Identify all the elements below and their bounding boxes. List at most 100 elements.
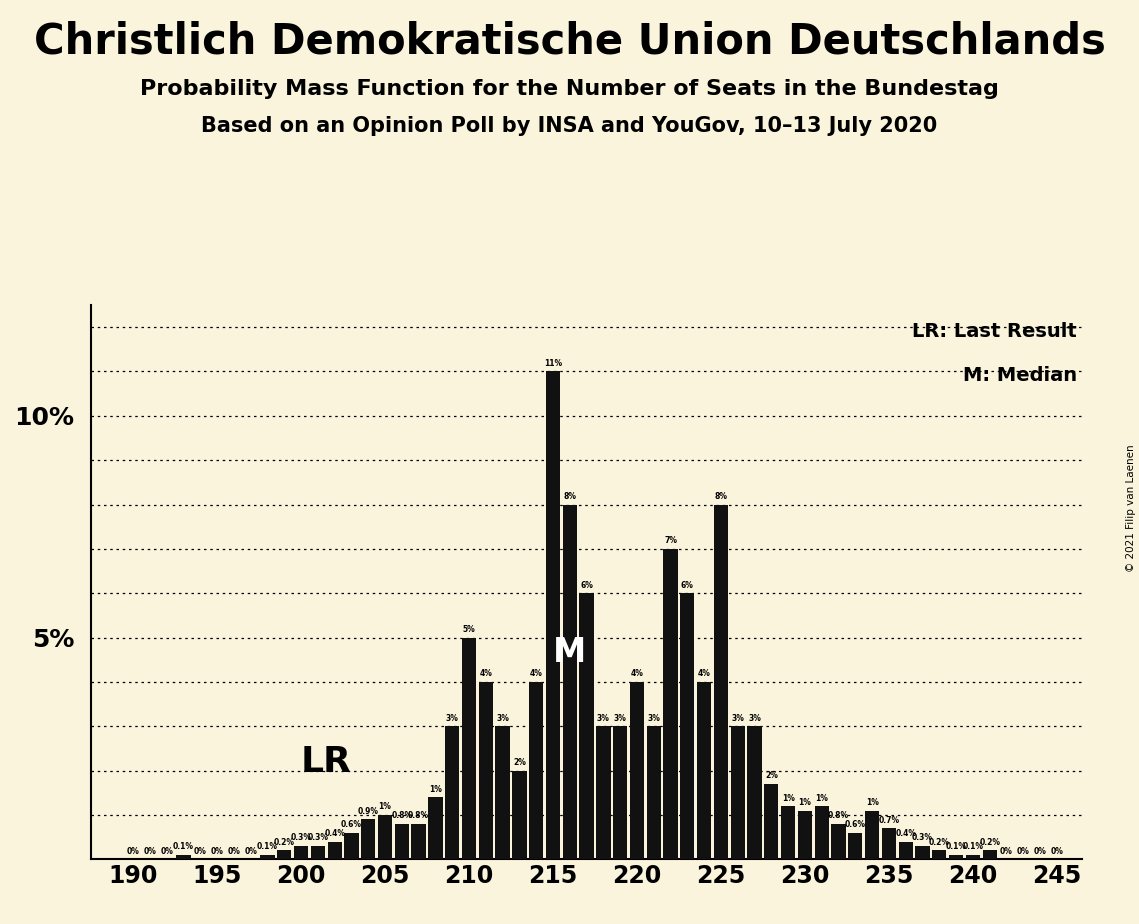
Text: M: Median: M: Median (962, 366, 1077, 385)
Text: 0%: 0% (161, 846, 173, 856)
Text: 0.2%: 0.2% (980, 838, 1000, 847)
Bar (277, 850, 292, 859)
Bar (882, 828, 896, 859)
Text: LR: Last Result: LR: Last Result (912, 322, 1077, 341)
Bar (596, 726, 611, 859)
Text: 6%: 6% (580, 580, 593, 590)
Text: 0.3%: 0.3% (290, 833, 312, 843)
Bar (680, 593, 695, 859)
Bar (462, 638, 476, 859)
Text: 6%: 6% (681, 580, 694, 590)
Bar (177, 855, 190, 859)
Text: LR: LR (301, 745, 352, 779)
Text: 0%: 0% (1017, 846, 1030, 856)
Text: 3%: 3% (597, 713, 609, 723)
Bar (697, 682, 711, 859)
Text: 0%: 0% (228, 846, 240, 856)
Bar (378, 815, 392, 859)
Bar (831, 824, 845, 859)
Text: 0%: 0% (1050, 846, 1064, 856)
Bar (747, 726, 762, 859)
Text: Probability Mass Function for the Number of Seats in the Bundestag: Probability Mass Function for the Number… (140, 79, 999, 99)
Bar (899, 842, 912, 859)
Bar (580, 593, 593, 859)
Text: 0.3%: 0.3% (308, 833, 328, 843)
Bar (814, 806, 829, 859)
Bar (563, 505, 577, 859)
Bar (546, 371, 560, 859)
Bar (528, 682, 543, 859)
Text: 0.1%: 0.1% (257, 843, 278, 851)
Bar (932, 850, 947, 859)
Bar (730, 726, 745, 859)
Text: 2%: 2% (765, 772, 778, 781)
Text: 7%: 7% (664, 536, 677, 545)
Text: 1%: 1% (798, 798, 811, 807)
Text: 4%: 4% (530, 669, 542, 678)
Text: 1%: 1% (816, 794, 828, 803)
Bar (983, 850, 997, 859)
Bar (513, 771, 526, 859)
Text: 3%: 3% (497, 713, 509, 723)
Bar (630, 682, 645, 859)
Text: 0.6%: 0.6% (341, 821, 362, 829)
Text: 11%: 11% (544, 359, 562, 368)
Bar (949, 855, 964, 859)
Text: © 2021 Filip van Laenen: © 2021 Filip van Laenen (1126, 444, 1136, 572)
Text: 0.4%: 0.4% (325, 829, 345, 838)
Text: 0.2%: 0.2% (273, 838, 295, 847)
Text: 0.7%: 0.7% (878, 816, 900, 825)
Text: 0%: 0% (144, 846, 156, 856)
Text: M: M (554, 636, 587, 669)
Text: 3%: 3% (731, 713, 744, 723)
Text: 0.9%: 0.9% (358, 807, 379, 816)
Text: 0%: 0% (1033, 846, 1047, 856)
Text: 8%: 8% (714, 492, 728, 501)
Text: 0.8%: 0.8% (828, 811, 849, 821)
Text: 1%: 1% (781, 794, 795, 803)
Bar (328, 842, 342, 859)
Bar (849, 833, 862, 859)
Text: 3%: 3% (614, 713, 626, 723)
Bar (613, 726, 628, 859)
Bar (916, 846, 929, 859)
Bar (865, 810, 879, 859)
Text: 2%: 2% (513, 758, 526, 767)
Text: 0.1%: 0.1% (962, 843, 983, 851)
Text: Christlich Demokratische Union Deutschlands: Christlich Demokratische Union Deutschla… (33, 20, 1106, 62)
Bar (966, 855, 980, 859)
Text: 0.8%: 0.8% (408, 811, 429, 821)
Bar (781, 806, 795, 859)
Bar (714, 505, 728, 859)
Text: 4%: 4% (480, 669, 492, 678)
Bar (478, 682, 493, 859)
Bar (445, 726, 459, 859)
Bar (647, 726, 661, 859)
Text: 3%: 3% (647, 713, 661, 723)
Bar (663, 549, 678, 859)
Text: 3%: 3% (748, 713, 761, 723)
Bar (344, 833, 359, 859)
Text: 5%: 5% (462, 625, 475, 634)
Text: 0.3%: 0.3% (912, 833, 933, 843)
Text: 1%: 1% (378, 802, 392, 811)
Text: 3%: 3% (445, 713, 459, 723)
Text: 0.8%: 0.8% (392, 811, 412, 821)
Bar (294, 846, 309, 859)
Text: 0%: 0% (211, 846, 223, 856)
Text: 4%: 4% (698, 669, 711, 678)
Bar (361, 820, 376, 859)
Text: 4%: 4% (631, 669, 644, 678)
Text: 0%: 0% (1000, 846, 1013, 856)
Bar (764, 784, 778, 859)
Text: 0.1%: 0.1% (945, 843, 967, 851)
Text: 0%: 0% (126, 846, 140, 856)
Bar (797, 810, 812, 859)
Bar (411, 824, 426, 859)
Bar (311, 846, 325, 859)
Text: 0%: 0% (244, 846, 257, 856)
Text: 1%: 1% (429, 784, 442, 794)
Text: 1%: 1% (866, 798, 878, 807)
Bar (261, 855, 274, 859)
Text: Based on an Opinion Poll by INSA and YouGov, 10–13 July 2020: Based on an Opinion Poll by INSA and You… (202, 116, 937, 136)
